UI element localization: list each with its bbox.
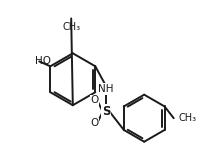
Text: S: S [102,105,110,118]
Text: CH₃: CH₃ [62,22,80,33]
Text: O: O [90,118,99,128]
Text: NH: NH [98,84,114,94]
Text: CH₃: CH₃ [178,113,196,123]
Text: O: O [90,95,99,105]
Text: HO: HO [35,56,51,66]
